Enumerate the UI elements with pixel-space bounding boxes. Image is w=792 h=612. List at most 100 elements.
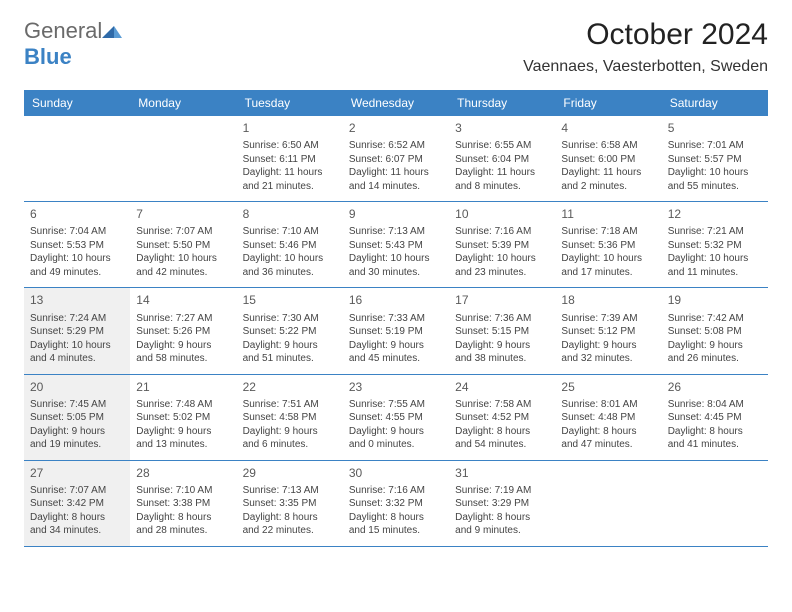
day-cell: 11Sunrise: 7:18 AMSunset: 5:36 PMDayligh… (555, 202, 661, 287)
day-number: 2 (349, 120, 443, 136)
day-number: 26 (668, 379, 762, 395)
calendar-page: General Blue October 2024 Vaennaes, Vaes… (0, 0, 792, 565)
sunset-text: Sunset: 5:39 PM (455, 239, 549, 253)
sunrise-text: Sunrise: 7:30 AM (243, 312, 337, 326)
daylight-text: Daylight: 10 hours and 55 minutes. (668, 166, 762, 193)
sunrise-text: Sunrise: 7:51 AM (243, 398, 337, 412)
sunrise-text: Sunrise: 7:58 AM (455, 398, 549, 412)
empty-cell (130, 116, 236, 201)
day-cell: 30Sunrise: 7:16 AMSunset: 3:32 PMDayligh… (343, 461, 449, 546)
sunset-text: Sunset: 5:05 PM (30, 411, 124, 425)
day-number: 31 (455, 465, 549, 481)
day-header: Wednesday (343, 90, 449, 116)
sunset-text: Sunset: 4:45 PM (668, 411, 762, 425)
day-cell: 6Sunrise: 7:04 AMSunset: 5:53 PMDaylight… (24, 202, 130, 287)
day-cell: 18 Sunrise: 7:39 AMSunset: 5:12 PMDayligh… (555, 288, 661, 373)
sunset-text: Sunset: 4:52 PM (455, 411, 549, 425)
daylight-text: Daylight: 9 hours and 32 minutes. (561, 339, 655, 366)
day-header: Sunday (24, 90, 130, 116)
sunrise-text: Sunrise: 7:13 AM (349, 225, 443, 239)
sunset-text: Sunset: 5:15 PM (455, 325, 549, 339)
sunrise-text: Sunrise: 7:36 AM (455, 312, 549, 326)
day-header: Tuesday (237, 90, 343, 116)
day-number: 19 (668, 292, 762, 308)
sunset-text: Sunset: 3:32 PM (349, 497, 443, 511)
daylight-text: Daylight: 9 hours and 51 minutes. (243, 339, 337, 366)
day-number: 28 (136, 465, 230, 481)
daylight-text: Daylight: 11 hours and 21 minutes. (243, 166, 337, 193)
sunset-text: Sunset: 5:12 PM (561, 325, 655, 339)
day-cell: 19Sunrise: 7:42 AMSunset: 5:08 PMDayligh… (662, 288, 768, 373)
sunrise-text: Sunrise: 7:42 AM (668, 312, 762, 326)
daylight-text: Daylight: 8 hours and 22 minutes. (243, 511, 337, 538)
sunset-text: Sunset: 6:04 PM (455, 153, 549, 167)
daylight-text: Daylight: 8 hours and 47 minutes. (561, 425, 655, 452)
sunset-text: Sunset: 3:42 PM (30, 497, 124, 511)
logo-word-1: General (24, 18, 102, 43)
week-row: 1Sunrise: 6:50 AMSunset: 6:11 PMDaylight… (24, 116, 768, 202)
sunset-text: Sunset: 6:11 PM (243, 153, 337, 167)
day-number: 5 (668, 120, 762, 136)
week-row: 27Sunrise: 7:07 AMSunset: 3:42 PMDayligh… (24, 461, 768, 547)
sunset-text: Sunset: 5:46 PM (243, 239, 337, 253)
sunrise-text: Sunrise: 7:24 AM (30, 312, 124, 326)
logo: General Blue (24, 18, 122, 70)
daylight-text: Daylight: 10 hours and 11 minutes. (668, 252, 762, 279)
week-row: 13Sunrise: 7:24 AMSunset: 5:29 PMDayligh… (24, 288, 768, 374)
day-header: Monday (130, 90, 236, 116)
day-cell: 10Sunrise: 7:16 AMSunset: 5:39 PMDayligh… (449, 202, 555, 287)
daylight-text: Daylight: 10 hours and 36 minutes. (243, 252, 337, 279)
sunrise-text: Sunrise: 7:01 AM (668, 139, 762, 153)
sunset-text: Sunset: 5:57 PM (668, 153, 762, 167)
daylight-text: Daylight: 11 hours and 14 minutes. (349, 166, 443, 193)
day-cell: 27Sunrise: 7:07 AMSunset: 3:42 PMDayligh… (24, 461, 130, 546)
day-number: 12 (668, 206, 762, 222)
sunset-text: Sunset: 4:58 PM (243, 411, 337, 425)
daylight-text: Daylight: 11 hours and 8 minutes. (455, 166, 549, 193)
day-header: Thursday (449, 90, 555, 116)
week-row: 6Sunrise: 7:04 AMSunset: 5:53 PMDaylight… (24, 202, 768, 288)
calendar: Sunday Monday Tuesday Wednesday Thursday… (24, 90, 768, 547)
day-cell: 12Sunrise: 7:21 AMSunset: 5:32 PMDayligh… (662, 202, 768, 287)
sunset-text: Sunset: 5:08 PM (668, 325, 762, 339)
sunrise-text: Sunrise: 7:39 AM (561, 312, 655, 326)
sunrise-text: Sunrise: 7:21 AM (668, 225, 762, 239)
day-cell: 16Sunrise: 7:33 AMSunset: 5:19 PMDayligh… (343, 288, 449, 373)
day-cell: 22Sunrise: 7:51 AMSunset: 4:58 PMDayligh… (237, 375, 343, 460)
day-cell: 24Sunrise: 7:58 AMSunset: 4:52 PMDayligh… (449, 375, 555, 460)
day-cell: 9Sunrise: 7:13 AMSunset: 5:43 PMDaylight… (343, 202, 449, 287)
sunrise-text: Sunrise: 7:45 AM (30, 398, 124, 412)
day-cell: 23Sunrise: 7:55 AMSunset: 4:55 PMDayligh… (343, 375, 449, 460)
day-number: 13 (30, 292, 124, 308)
logo-mark-icon (102, 22, 122, 38)
sunset-text: Sunset: 6:00 PM (561, 153, 655, 167)
day-cell: 21Sunrise: 7:48 AMSunset: 5:02 PMDayligh… (130, 375, 236, 460)
daylight-text: Daylight: 9 hours and 45 minutes. (349, 339, 443, 366)
sunrise-text: Sunrise: 7:33 AM (349, 312, 443, 326)
day-cell: 28Sunrise: 7:10 AMSunset: 3:38 PMDayligh… (130, 461, 236, 546)
day-number: 16 (349, 292, 443, 308)
weeks-container: 1Sunrise: 6:50 AMSunset: 6:11 PMDaylight… (24, 116, 768, 547)
day-cell: 2Sunrise: 6:52 AMSunset: 6:07 PMDaylight… (343, 116, 449, 201)
daylight-text: Daylight: 8 hours and 54 minutes. (455, 425, 549, 452)
sunrise-text: Sunrise: 7:19 AM (455, 484, 549, 498)
day-number: 10 (455, 206, 549, 222)
day-cell: 26Sunrise: 8:04 AMSunset: 4:45 PMDayligh… (662, 375, 768, 460)
sunrise-text: Sunrise: 7:16 AM (455, 225, 549, 239)
daylight-text: Daylight: 9 hours and 0 minutes. (349, 425, 443, 452)
day-header: Friday (555, 90, 661, 116)
day-number: 18 (561, 292, 655, 308)
day-number: 1 (243, 120, 337, 136)
daylight-text: Daylight: 9 hours and 58 minutes. (136, 339, 230, 366)
sunset-text: Sunset: 5:26 PM (136, 325, 230, 339)
day-number: 8 (243, 206, 337, 222)
sunset-text: Sunset: 5:50 PM (136, 239, 230, 253)
week-row: 20Sunrise: 7:45 AMSunset: 5:05 PMDayligh… (24, 375, 768, 461)
day-cell: 5 Sunrise: 7:01 AMSunset: 5:57 PMDaylight… (662, 116, 768, 201)
sunset-text: Sunset: 5:53 PM (30, 239, 124, 253)
empty-cell (555, 461, 661, 546)
day-number: 22 (243, 379, 337, 395)
day-number: 3 (455, 120, 549, 136)
sunrise-text: Sunrise: 7:07 AM (136, 225, 230, 239)
sunset-text: Sunset: 6:07 PM (349, 153, 443, 167)
